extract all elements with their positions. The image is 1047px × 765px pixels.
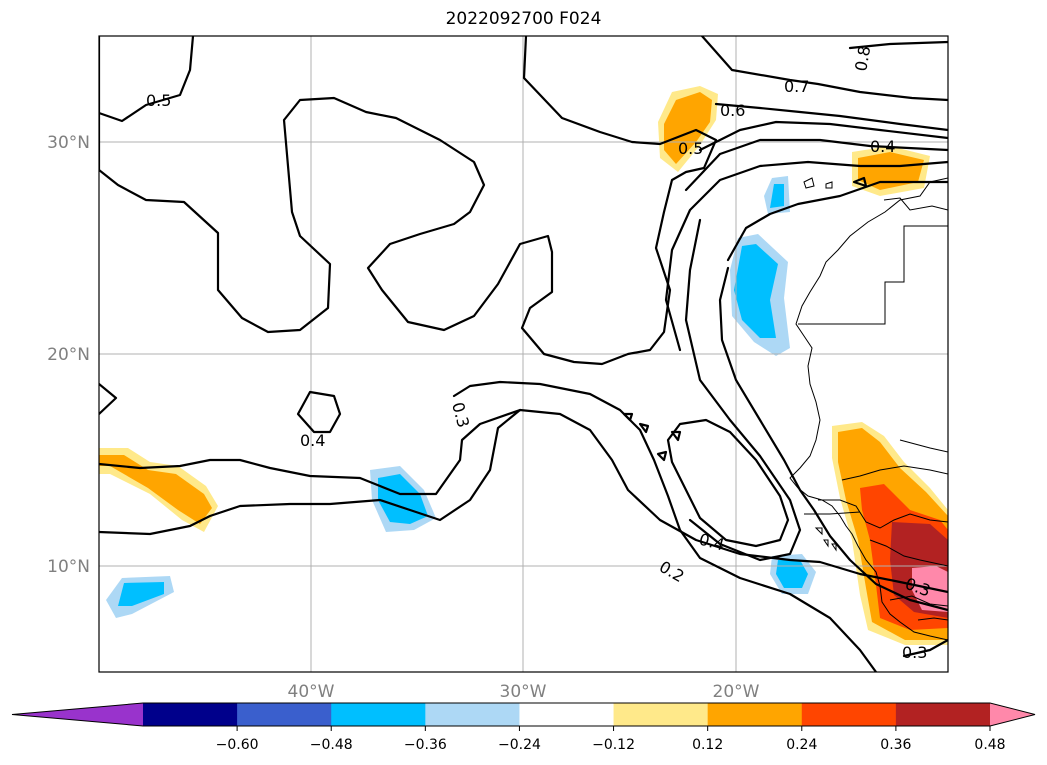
contour-label: 0.5 xyxy=(146,91,171,110)
colorbar-segment xyxy=(237,703,332,726)
colorbar-tick-label: −0.48 xyxy=(310,737,353,753)
contour-label: 0.5 xyxy=(678,139,703,158)
colorbar-extend-low xyxy=(12,703,143,726)
colorbar-segment xyxy=(425,703,520,726)
colorbar-segment xyxy=(895,703,991,726)
contour-label: 0.4 xyxy=(870,137,895,156)
colorbar-tick-label: 0.36 xyxy=(880,737,911,753)
colorbar-segment xyxy=(143,703,238,726)
lat-label-20n: 20°N xyxy=(47,345,90,365)
latitude-labels: 30°N 20°N 10°N xyxy=(47,133,90,577)
lat-label-10n: 10°N xyxy=(47,557,90,577)
lon-label-30w: 30°W xyxy=(500,682,547,702)
lon-label-40w: 40°W xyxy=(288,682,335,702)
contour-label: 0.4 xyxy=(697,530,727,555)
lon-label-20w: 20°W xyxy=(713,682,760,702)
colorbar-tick-label: −0.24 xyxy=(498,737,541,753)
colorbar-segment xyxy=(519,703,615,726)
map-plot-area: 0.5 0.6 0.7 0.8 0.5 0.4 0.3 0.4 0.4 0.2 … xyxy=(99,36,948,672)
map-title: 2022092700 F024 xyxy=(445,9,602,29)
contour-label: 0.2 xyxy=(656,557,688,586)
contour-lines xyxy=(99,36,948,672)
colorbar-segment xyxy=(613,703,709,726)
colorbar-tick-label: −0.12 xyxy=(592,737,635,753)
colorbar-tick-label: 0.48 xyxy=(974,737,1005,753)
gridlines xyxy=(99,36,948,672)
colorbar-segment xyxy=(801,703,897,726)
colorbar-tick-label: −0.36 xyxy=(404,737,447,753)
colorbar-tick-label: −0.60 xyxy=(216,737,259,753)
contour-label: 0.8 xyxy=(851,44,874,72)
colorbar-tick-label: 0.12 xyxy=(692,737,723,753)
colorbar-tick-label: 0.24 xyxy=(786,737,817,753)
colorbar: −0.60 −0.48 −0.36 −0.24 −0.12 0.12 0.24 0.36 0.4… xyxy=(11,702,1036,753)
plot-frame xyxy=(98,35,949,673)
colorbar-outline xyxy=(11,702,1036,727)
colorbar-segment xyxy=(707,703,803,726)
colorbar-segment xyxy=(331,703,426,726)
lat-label-30n: 30°N xyxy=(47,133,90,153)
contour-label: 0.3 xyxy=(448,400,473,430)
contour-label: 0.7 xyxy=(784,77,809,96)
colorbar-extend-high xyxy=(990,703,1035,726)
contour-label-group: 0.5 0.6 0.7 0.8 0.5 0.4 0.3 0.4 0.4 0.2 … xyxy=(146,44,933,662)
coastlines xyxy=(789,177,948,641)
longitude-labels: 40°W 30°W 20°W xyxy=(288,682,760,702)
contour-label: 0.4 xyxy=(300,431,325,450)
contour-label: 0.3 xyxy=(902,643,927,662)
contour-label: 0.6 xyxy=(720,101,745,120)
